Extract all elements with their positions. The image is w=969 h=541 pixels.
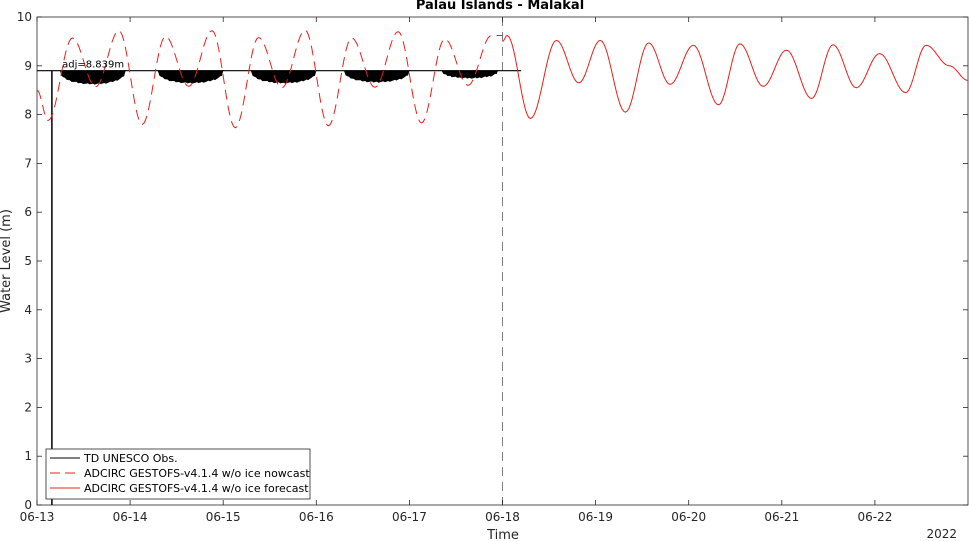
x-tick-label: 06-19 xyxy=(578,510,613,524)
obs-band xyxy=(59,69,126,85)
y-tick-label: 9 xyxy=(24,59,32,73)
x-tick-label: 06-17 xyxy=(392,510,427,524)
year-label: 2022 xyxy=(926,527,957,541)
y-tick-label: 6 xyxy=(24,205,32,219)
y-tick-label: 1 xyxy=(24,449,32,463)
y-tick-label: 10 xyxy=(17,10,32,24)
x-tick-label: 06-22 xyxy=(857,510,892,524)
legend: TD UNESCO Obs. ADCIRC GESTOFS-v4.1.4 w/o… xyxy=(45,448,311,500)
x-tick-label: 06-21 xyxy=(764,510,799,524)
y-axis-ticks: 0 1 2 3 4 5 6 7 8 9 10 xyxy=(17,10,968,512)
legend-label-forecast: ADCIRC GESTOFS-v4.1.4 w/o ice forecast xyxy=(84,482,309,495)
x-tick-label: 06-14 xyxy=(113,510,148,524)
y-tick-label: 8 xyxy=(24,108,32,122)
obs-band xyxy=(250,69,317,84)
legend-label-nowcast: ADCIRC GESTOFS-v4.1.4 w/o ice nowcast xyxy=(84,467,310,480)
x-axis-ticks: 06-13 06-14 06-15 06-16 06-17 06-18 06-19 06-20… xyxy=(20,17,892,524)
obs-band xyxy=(441,69,499,79)
adjustment-annotation: adj=8.839m xyxy=(62,60,124,71)
forecast-line xyxy=(502,35,969,120)
legend-label-observation: TD UNESCO Obs. xyxy=(83,452,178,465)
y-tick-label: 0 xyxy=(24,498,32,512)
x-tick-label: 06-20 xyxy=(671,510,706,524)
obs-band xyxy=(343,69,410,83)
y-tick-label: 3 xyxy=(24,352,32,366)
x-tick-label: 06-16 xyxy=(299,510,334,524)
nowcast-line xyxy=(36,29,503,129)
y-tick-label: 7 xyxy=(24,156,32,170)
y-axis-label: Water Level (m) xyxy=(0,209,14,313)
y-tick-label: 4 xyxy=(24,303,32,317)
plot-area: adj=8.839m xyxy=(36,16,969,506)
x-tick-label: 06-13 xyxy=(20,510,55,524)
y-tick-label: 2 xyxy=(24,400,32,414)
x-axis-label: Time xyxy=(486,528,519,541)
x-tick-label: 06-15 xyxy=(206,510,241,524)
chart-title: Palau Islands - Malakal xyxy=(416,0,584,13)
x-tick-label: 06-18 xyxy=(485,510,520,524)
y-tick-label: 5 xyxy=(24,254,32,268)
legend-box xyxy=(45,448,311,500)
